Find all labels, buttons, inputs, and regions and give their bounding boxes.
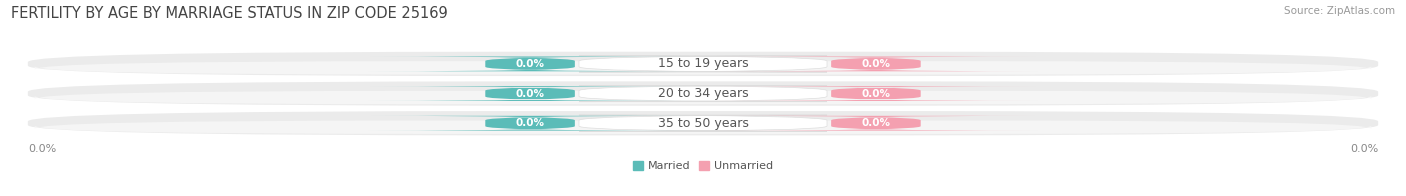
FancyBboxPatch shape bbox=[35, 91, 1371, 104]
Text: Source: ZipAtlas.com: Source: ZipAtlas.com bbox=[1284, 6, 1395, 16]
Text: 0.0%: 0.0% bbox=[516, 59, 544, 69]
FancyBboxPatch shape bbox=[714, 116, 1038, 131]
FancyBboxPatch shape bbox=[28, 81, 1378, 106]
FancyBboxPatch shape bbox=[579, 115, 827, 131]
FancyBboxPatch shape bbox=[368, 116, 692, 131]
Text: 0.0%: 0.0% bbox=[516, 118, 544, 128]
FancyBboxPatch shape bbox=[579, 85, 827, 102]
FancyBboxPatch shape bbox=[35, 121, 1371, 134]
Text: 0.0%: 0.0% bbox=[516, 89, 544, 99]
Text: 0.0%: 0.0% bbox=[862, 89, 890, 99]
Text: FERTILITY BY AGE BY MARRIAGE STATUS IN ZIP CODE 25169: FERTILITY BY AGE BY MARRIAGE STATUS IN Z… bbox=[11, 6, 449, 21]
FancyBboxPatch shape bbox=[368, 56, 692, 71]
Text: 20 to 34 years: 20 to 34 years bbox=[658, 87, 748, 100]
FancyBboxPatch shape bbox=[714, 86, 1038, 101]
FancyBboxPatch shape bbox=[28, 52, 1378, 76]
FancyBboxPatch shape bbox=[714, 56, 1038, 71]
FancyBboxPatch shape bbox=[35, 61, 1371, 74]
FancyBboxPatch shape bbox=[28, 111, 1378, 135]
Legend: Married, Unmarried: Married, Unmarried bbox=[633, 161, 773, 172]
Text: 0.0%: 0.0% bbox=[862, 59, 890, 69]
Text: 0.0%: 0.0% bbox=[1350, 144, 1378, 154]
Text: 0.0%: 0.0% bbox=[28, 144, 56, 154]
Text: 15 to 19 years: 15 to 19 years bbox=[658, 57, 748, 70]
Text: 0.0%: 0.0% bbox=[862, 118, 890, 128]
FancyBboxPatch shape bbox=[579, 56, 827, 72]
FancyBboxPatch shape bbox=[368, 86, 692, 101]
Text: 35 to 50 years: 35 to 50 years bbox=[658, 117, 748, 130]
